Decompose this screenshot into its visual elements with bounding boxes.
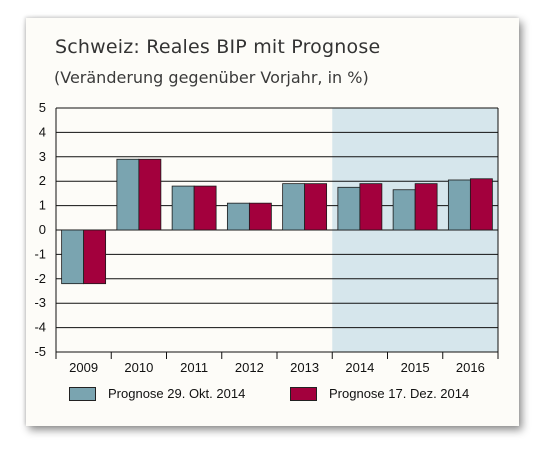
- legend-label-series-2: Prognose 17. Dez. 2014: [329, 386, 470, 401]
- bar-1-2014: [337, 186, 361, 231]
- x-tick-label: 2012: [235, 360, 264, 375]
- bar-1-2015: [392, 189, 416, 231]
- y-tick-label: 4: [39, 124, 46, 139]
- bar-2-2014: [359, 183, 383, 231]
- bar-1-2010: [116, 158, 140, 231]
- bar-1-2013: [282, 183, 306, 231]
- y-tick-label: 5: [39, 100, 46, 115]
- x-tick-label: 2013: [290, 360, 319, 375]
- y-tick-label: -3: [34, 295, 46, 310]
- bar-2-2013: [304, 183, 328, 231]
- y-tick-label: -1: [34, 246, 46, 261]
- legend-label-series-1: Prognose 29. Okt. 2014: [108, 386, 246, 401]
- x-tick-label: 2016: [456, 360, 485, 375]
- bar-1-2016: [447, 179, 471, 231]
- y-tick-label: 1: [39, 198, 46, 213]
- legend-swatch-series-1: [69, 386, 96, 401]
- y-tick-label: -4: [34, 320, 46, 335]
- chart-subtitle: (Veränderung gegenüber Vorjahr, in %): [54, 68, 369, 87]
- bar-1-2009: [61, 229, 85, 285]
- bar-2-2016: [469, 178, 493, 231]
- y-tick-label: -5: [34, 344, 46, 359]
- legend: Prognose 29. Okt. 2014 Prognose 17. Dez.…: [0, 386, 548, 408]
- bar-2-2012: [248, 202, 272, 231]
- x-tick-label: 2014: [345, 360, 374, 375]
- legend-swatch-series-2: [290, 386, 317, 401]
- x-tick-label: 2009: [69, 360, 98, 375]
- y-tick-label: 2: [39, 173, 46, 188]
- bar-1-2011: [171, 185, 195, 231]
- legend-item-series-1: Prognose 29. Okt. 2014: [69, 386, 245, 401]
- legend-item-series-2: Prognose 17. Dez. 2014: [290, 386, 469, 401]
- bar-2-2015: [414, 183, 438, 231]
- bar-2-2010: [138, 158, 162, 231]
- y-tick-label: 3: [39, 149, 46, 164]
- y-tick-label: 0: [39, 222, 46, 237]
- chart-title: Schweiz: Reales BIP mit Prognose: [55, 36, 381, 58]
- y-tick-label: -2: [34, 271, 46, 286]
- bar-2-2011: [193, 185, 217, 231]
- x-tick-label: 2010: [124, 360, 153, 375]
- x-tick-label: 2011: [180, 360, 208, 375]
- bar-2-2009: [83, 229, 107, 285]
- bar-1-2012: [226, 202, 250, 231]
- x-tick-label: 2015: [401, 360, 430, 375]
